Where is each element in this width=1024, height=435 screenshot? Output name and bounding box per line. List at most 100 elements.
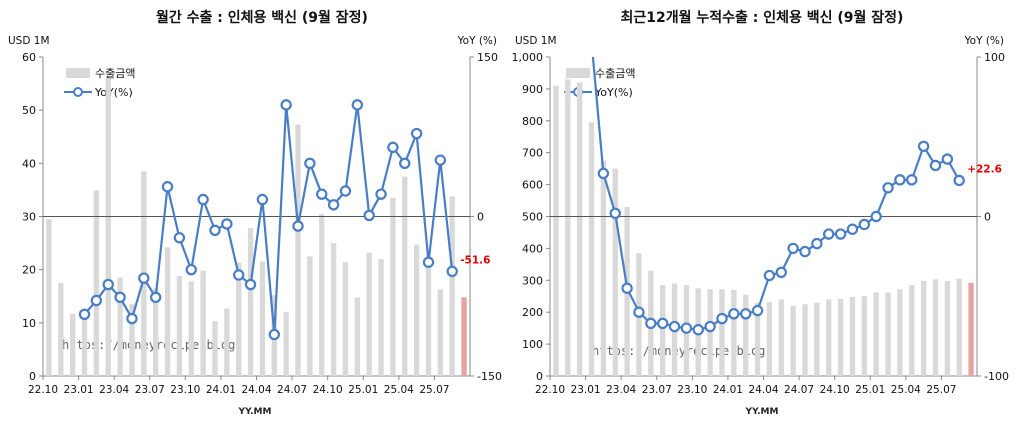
trailing12-legend-bar-swatch [566, 68, 590, 78]
monthly-yoy-point [185, 263, 197, 276]
monthly-yoy-point [126, 312, 138, 325]
trailing12-yoy-point [680, 322, 693, 334]
trailing12-yoy-point [953, 174, 965, 187]
trailing12-bar [932, 279, 939, 376]
monthly-yoy-point [221, 218, 233, 230]
trailing12-bar [968, 282, 974, 376]
monthly-yoy-point [375, 188, 387, 200]
monthly-bar [283, 312, 289, 376]
monthly-bar [212, 321, 218, 376]
trailing12-yoy-point [609, 207, 621, 220]
monthly-right-tick-label: -150 [477, 370, 502, 383]
monthly-x-tick-label: 25.04 [384, 384, 414, 396]
trailing12-x-tick-label: 24.04 [748, 384, 778, 396]
monthly-yoy-point [387, 141, 399, 154]
trailing12-bar [956, 278, 962, 376]
trailing12-bar [766, 301, 773, 376]
monthly-bar [69, 313, 76, 376]
monthly-yoy-point [351, 99, 364, 111]
trailing12-yoy-point [645, 317, 657, 330]
monthly-bar [117, 277, 123, 376]
trailing12-left-tick-label: 400 [522, 242, 543, 255]
trailing12-yoy-point [716, 312, 728, 325]
trailing12-left-tick-label: 100 [522, 338, 543, 351]
trailing12-bar [826, 299, 832, 376]
trailing12-left-tick-label: 700 [522, 147, 543, 160]
monthly-x-tick-label: 24.10 [313, 384, 343, 396]
monthly-legend-bar-swatch [66, 68, 90, 78]
monthly-yoy-point [339, 185, 352, 197]
monthly-bar [188, 281, 194, 376]
monthly-yoy-point [410, 127, 423, 140]
trailing12-right-tick-label: 0 [984, 211, 991, 224]
monthly-yoy-point [446, 265, 458, 278]
trailing12-bar [600, 160, 607, 376]
trailing12-bar [707, 289, 713, 376]
trailing12-yoy-point [811, 237, 823, 250]
trailing12-left-tick-label: 0 [536, 370, 543, 383]
trailing12-yoy-point [740, 308, 752, 320]
monthly-bar [105, 78, 111, 377]
trailing12-yoy-point [799, 245, 811, 258]
trailing12-yoy-point [823, 228, 835, 240]
monthly-bar [319, 213, 325, 376]
monthly-yoy-point [316, 188, 328, 200]
monthly-bar [461, 297, 467, 376]
trailing12-x-tick-label: 25.04 [891, 384, 921, 396]
monthly-bar [378, 259, 384, 376]
trailing12-bar [576, 82, 583, 377]
trailing12-legend: 수출금액 YoY(%) [564, 67, 635, 99]
monthly-yoy-point [256, 193, 269, 206]
monthly-bar [413, 244, 420, 376]
trailing12-yoy-point [633, 306, 645, 318]
monthly-yoy-point [422, 256, 435, 268]
monthly-bar [449, 196, 455, 376]
monthly-yoy-point [363, 209, 375, 222]
monthly-bar [200, 270, 206, 376]
monthly-yoy-point [268, 328, 280, 341]
monthly-yoy-point [78, 308, 91, 321]
trailing12-plot: 0 100 200 300 400 500 600 700 800 900 1,000 -100 0 10… [512, 51, 1009, 396]
monthly-bar [58, 282, 64, 376]
monthly-legend: 수출금액 YoY(%) [64, 67, 135, 99]
monthly-yoy-point [280, 99, 292, 111]
monthly-bar [366, 252, 372, 376]
trailing12-yoy-point [870, 210, 882, 223]
trailing12-x-tick-label: 23.04 [606, 384, 636, 396]
monthly-x-tick-label: 25.01 [348, 384, 378, 396]
monthly-yoy-point [244, 278, 257, 291]
trailing12-yoy-point [858, 218, 871, 231]
trailing12-yoy-point [763, 269, 776, 282]
trailing12-x-tick-label: 23.01 [571, 384, 601, 396]
trailing12-right-tick-label: -100 [984, 370, 1009, 383]
trailing12-yoy-point [929, 159, 942, 172]
trailing12-yoy-point [787, 242, 799, 255]
monthly-left-tick-label: 60 [22, 51, 36, 64]
monthly-legend-line-label: YoY(%) [94, 86, 133, 99]
trailing12-bar [743, 294, 749, 376]
monthly-yoy-point [304, 157, 316, 170]
monthly-x-tick-label: 23.10 [170, 384, 200, 396]
monthly-bar [129, 304, 135, 376]
trailing12-x-tick-label: 23.07 [642, 384, 672, 396]
monthly-left-tick-label: 20 [22, 264, 36, 277]
monthly-right-tick-label: 0 [477, 211, 484, 224]
trailing12-legend-line-label: YoY(%) [594, 86, 633, 99]
monthly-yoy-point [161, 181, 174, 193]
trailing12-last-value-label: +22.6 [967, 163, 1002, 175]
trailing12-x-tick-label: 24.07 [784, 384, 814, 396]
trailing12-yoy-point [834, 228, 847, 240]
trailing12-yoy-point [751, 304, 764, 317]
trailing12-bar [565, 79, 571, 376]
monthly-watermark: https://moneyrecipe.blog [62, 338, 235, 352]
monthly-legend-marker [73, 87, 83, 97]
monthly-bar [307, 256, 313, 376]
trailing12-left-tick-label: 600 [522, 179, 543, 192]
monthly-left-tick-label: 30 [22, 211, 36, 224]
monthly-bar [259, 261, 266, 376]
monthly-yoy-point [114, 291, 126, 304]
trailing12-bar [754, 302, 761, 376]
monthly-yoy-point [327, 199, 340, 211]
